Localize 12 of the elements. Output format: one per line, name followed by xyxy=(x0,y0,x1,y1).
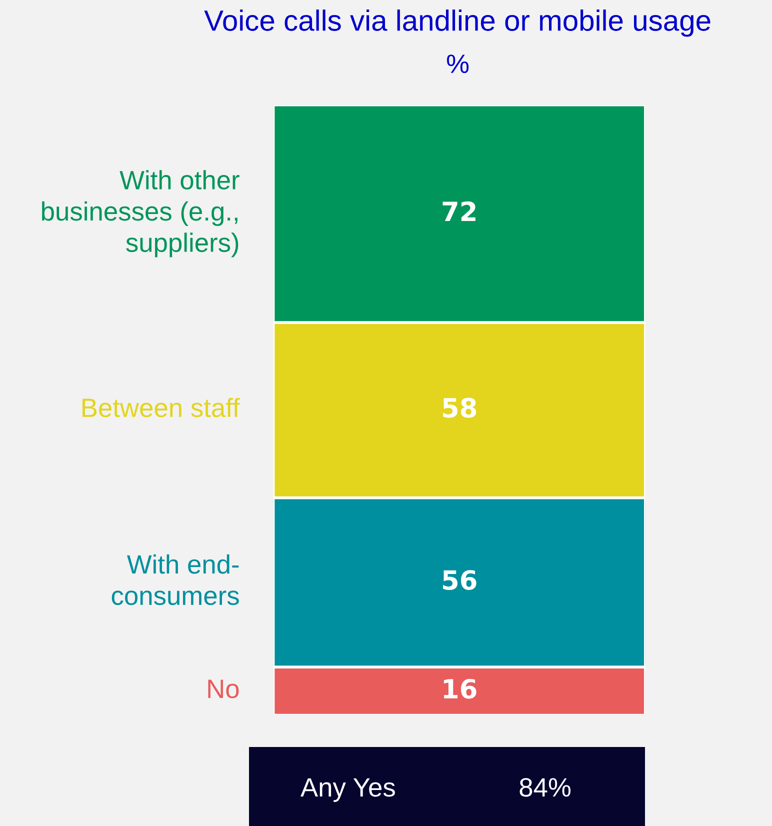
data-label: 58 xyxy=(443,398,476,418)
series-label: With other businesses (e.g., suppliers) xyxy=(42,170,240,258)
chart-title: Voice calls via landline or mobile usage xyxy=(204,10,710,37)
data-label: 16 xyxy=(444,678,476,699)
data-label: 72 xyxy=(442,201,476,221)
series-label: With end- consumers xyxy=(112,554,239,606)
chart-subtitle: % xyxy=(447,54,469,74)
data-label: 56 xyxy=(443,570,476,590)
text: 84% xyxy=(520,778,570,797)
series-label: No xyxy=(208,680,239,698)
text: Any Yes xyxy=(300,778,395,802)
series-label: Between staff xyxy=(82,398,240,418)
